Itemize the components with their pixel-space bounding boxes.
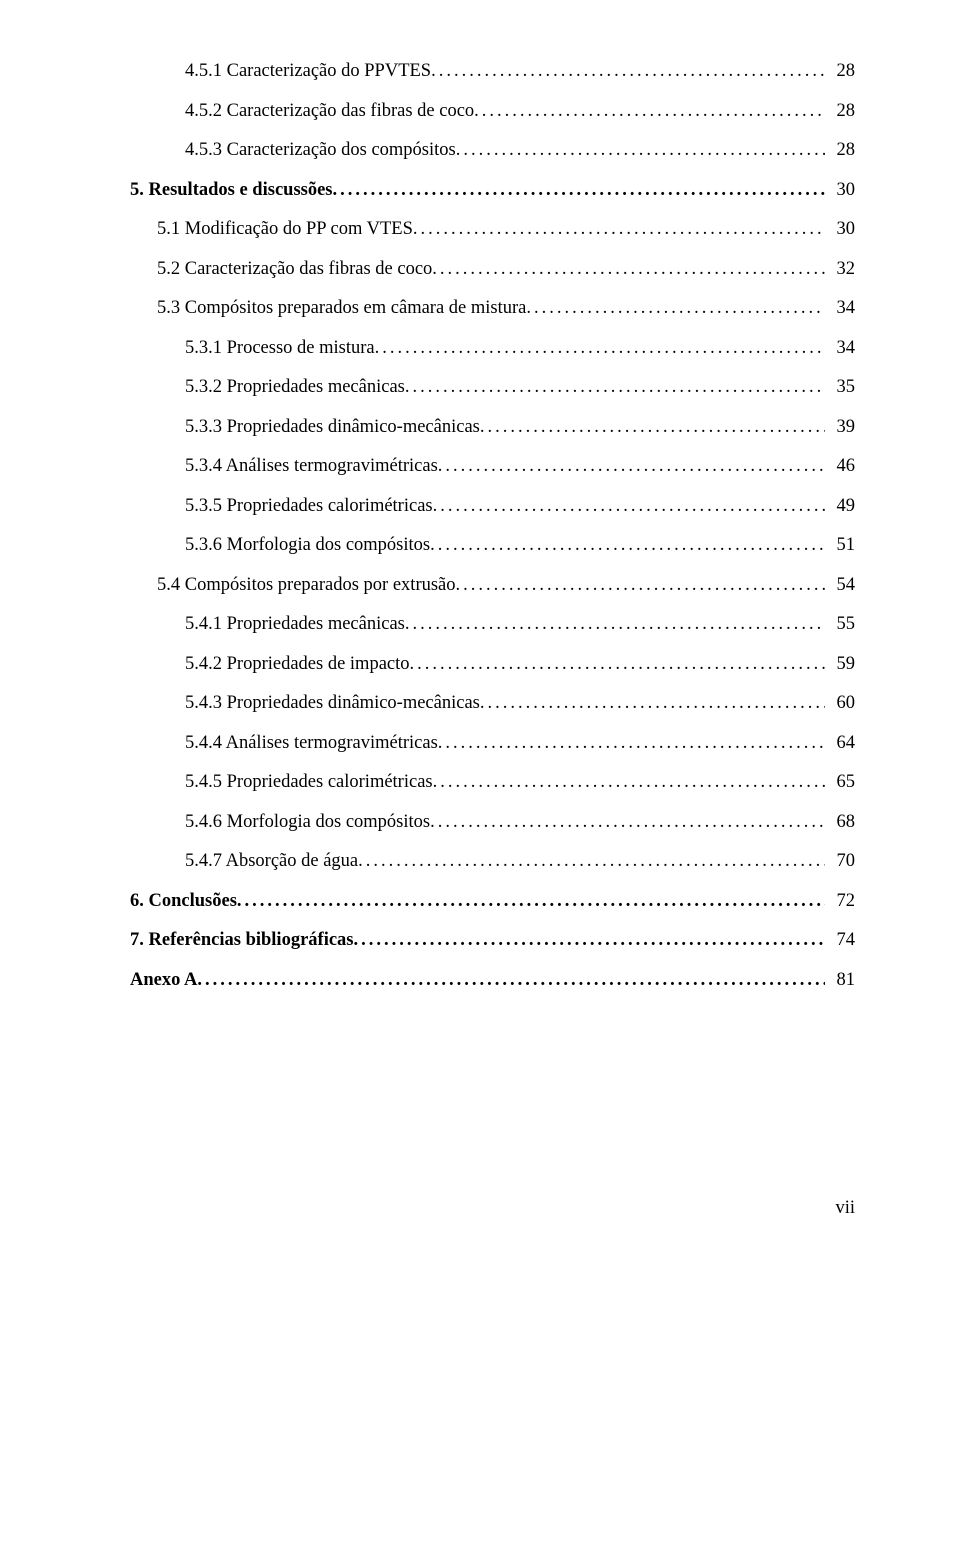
toc-entry: 5.2 Caracterização das fibras de coco 32 [130,260,855,279]
toc-entry-page: 30 [825,181,855,200]
toc-entry-page: 68 [825,813,855,832]
toc-entry: 5.4.2 Propriedades de impacto 59 [130,655,855,674]
toc-entry: 5.3 Compósitos preparados em câmara de m… [130,299,855,318]
toc-entry-label: 7. Referências bibliográficas [130,931,354,950]
toc-entry-leader [526,299,825,318]
toc-entry-label: 4.5.1 Caracterização do PPVTES [185,62,431,81]
toc-entry-label: 5.4.7 Absorção de água [185,852,358,871]
toc-entry-label: 4.5.2 Caracterização das fibras de coco [185,102,474,121]
toc-entry-label: 5.4.5 Propriedades calorimétricas [185,773,433,792]
toc-entry-leader [438,457,825,476]
toc-entry-label: 6. Conclusões [130,892,237,911]
toc-entry-leader [432,260,825,279]
toc-entry-label: 5.4.6 Morfologia dos compósitos [185,813,430,832]
toc-entry-leader [433,773,825,792]
page-number-footer: vii [130,1199,855,1218]
toc-entry: 5.3.6 Morfologia dos compósitos 51 [130,536,855,555]
toc-entry-label: 5. Resultados e discussões [130,181,333,200]
toc-entry-leader [333,181,826,200]
toc-entry-page: 30 [825,220,855,239]
toc-entry-leader [433,497,825,516]
toc-entry-page: 54 [825,576,855,595]
toc-entry-label: 5.3.4 Análises termogravimétricas [185,457,438,476]
toc-entry: 6. Conclusões 72 [130,892,855,911]
toc-entry-label: 5.2 Caracterização das fibras de coco [157,260,432,279]
toc-entry-page: 81 [825,971,855,990]
toc-entry-page: 60 [825,694,855,713]
toc-entry: 5.4.7 Absorção de água 70 [130,852,855,871]
toc-entry-leader [430,536,825,555]
toc-entry: 5.3.1 Processo de mistura 34 [130,339,855,358]
toc-entry-label: 5.3.5 Propriedades calorimétricas [185,497,433,516]
toc-entry: 5.3.2 Propriedades mecânicas 35 [130,378,855,397]
toc-entry-leader [354,931,826,950]
toc-entry-page: 28 [825,62,855,81]
toc-entry-leader [431,62,825,81]
toc-entry: 5.3.3 Propriedades dinâmico-mecânicas 39 [130,418,855,437]
toc-entry-leader [375,339,825,358]
toc-entry-page: 49 [825,497,855,516]
toc-entry: 5.4.1 Propriedades mecânicas 55 [130,615,855,634]
toc-entry-page: 64 [825,734,855,753]
toc-entry-page: 28 [825,102,855,121]
toc-entry: 5.4.6 Morfologia dos compósitos 68 [130,813,855,832]
toc-entry-page: 34 [825,339,855,358]
toc-entry: 7. Referências bibliográficas 74 [130,931,855,950]
toc-entry-leader [410,655,825,674]
toc-entry: 5. Resultados e discussões 30 [130,181,855,200]
toc-entry-page: 70 [825,852,855,871]
toc-entry-label: 5.3.1 Processo de mistura [185,339,375,358]
toc-entry-leader [237,892,825,911]
toc-entry-leader [430,813,825,832]
toc-entry-label: 5.4.2 Propriedades de impacto [185,655,410,674]
toc-entry-leader [474,102,825,121]
toc-entry-label: Anexo A [130,971,197,990]
toc-entry-label: 5.4.4 Análises termogravimétricas [185,734,438,753]
toc-entry-page: 74 [825,931,855,950]
toc-entry-leader [480,418,825,437]
toc-entry: 5.4.3 Propriedades dinâmico-mecânicas 60 [130,694,855,713]
toc-entry-page: 35 [825,378,855,397]
toc-entry: 4.5.1 Caracterização do PPVTES 28 [130,62,855,81]
toc-entry-label: 5.4.3 Propriedades dinâmico-mecânicas [185,694,480,713]
toc-entry: 4.5.3 Caracterização dos compósitos 28 [130,141,855,160]
toc-entry-label: 5.3.3 Propriedades dinâmico-mecânicas [185,418,480,437]
toc-entry: 5.4 Compósitos preparados por extrusão 54 [130,576,855,595]
toc-entry-label: 5.1 Modificação do PP com VTES [157,220,413,239]
toc-entry: 5.4.5 Propriedades calorimétricas 65 [130,773,855,792]
toc-entry: 5.4.4 Análises termogravimétricas 64 [130,734,855,753]
toc-entry: 5.1 Modificação do PP com VTES 30 [130,220,855,239]
toc-entry-leader [456,576,825,595]
toc-entry-page: 34 [825,299,855,318]
toc-entry-leader [438,734,825,753]
toc-entry-page: 55 [825,615,855,634]
toc-entry: 5.3.4 Análises termogravimétricas 46 [130,457,855,476]
toc-entry: 5.3.5 Propriedades calorimétricas 49 [130,497,855,516]
toc-entry-leader [405,378,825,397]
toc-entry-page: 28 [825,141,855,160]
toc-entry-page: 51 [825,536,855,555]
toc-entry-leader [197,971,825,990]
toc-entry-label: 5.3 Compósitos preparados em câmara de m… [157,299,526,318]
toc-entry-leader [480,694,825,713]
toc-entry-page: 46 [825,457,855,476]
toc-entry-page: 59 [825,655,855,674]
toc-entry-label: 5.4.1 Propriedades mecânicas [185,615,405,634]
toc-entry-leader [413,220,825,239]
toc-entry-label: 4.5.3 Caracterização dos compósitos [185,141,456,160]
toc-entry-page: 72 [825,892,855,911]
toc-entry-page: 32 [825,260,855,279]
toc-entry-label: 5.4 Compósitos preparados por extrusão [157,576,456,595]
toc-entry-label: 5.3.2 Propriedades mecânicas [185,378,405,397]
toc-entry-leader [405,615,825,634]
toc-entry-label: 5.3.6 Morfologia dos compósitos [185,536,430,555]
toc-entry: 4.5.2 Caracterização das fibras de coco 2… [130,102,855,121]
toc-entry: Anexo A 81 [130,971,855,990]
toc-entry-leader [456,141,825,160]
table-of-contents: 4.5.1 Caracterização do PPVTES284.5.2 Ca… [130,62,855,989]
toc-entry-page: 39 [825,418,855,437]
toc-entry-leader [358,852,825,871]
toc-entry-page: 65 [825,773,855,792]
